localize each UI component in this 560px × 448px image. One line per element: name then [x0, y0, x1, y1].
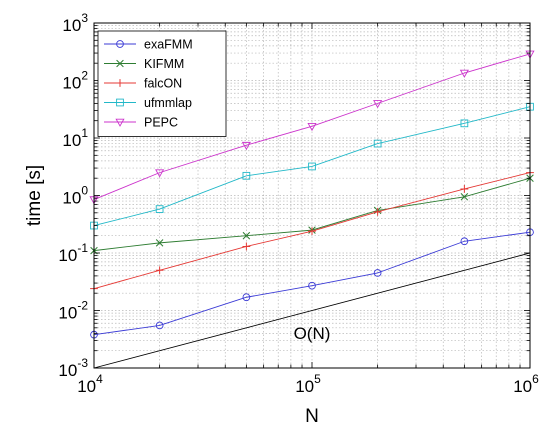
data-point	[460, 237, 469, 246]
x-tick-base: 10	[295, 377, 314, 396]
data-point	[308, 227, 316, 236]
legend-label: KIFMM	[144, 57, 184, 71]
x-tick-exponent: 4	[96, 372, 103, 386]
data-point	[241, 141, 251, 151]
data-point	[155, 239, 164, 247]
data-point	[308, 162, 316, 171]
data-point	[242, 231, 251, 240]
data-point	[373, 207, 382, 216]
x-tick-base: 10	[513, 377, 532, 396]
x-tick-label: 104	[77, 372, 103, 396]
y-tick-exponent: 3	[81, 11, 88, 25]
data-point	[460, 185, 469, 193]
y-tick-label: 102	[62, 69, 88, 93]
y-tick-label: 100	[62, 184, 88, 208]
y-tick-base: 10	[62, 131, 81, 150]
y-tick-label: 103	[62, 11, 88, 35]
y-axis-label: time [s]	[24, 165, 45, 226]
y-tick-exponent: 2	[81, 69, 88, 83]
y-tick-base: 10	[62, 16, 81, 35]
y-tick-base: 10	[62, 74, 81, 93]
x-tick-base: 10	[77, 377, 96, 396]
legend-label: ufmmlap	[144, 96, 192, 110]
series-layer	[89, 50, 535, 339]
data-point	[116, 59, 124, 68]
y-tick-exponent: -2	[77, 299, 88, 313]
legend: exaFMM KIFMM falcON ufmmlap PEPC	[97, 30, 227, 137]
data-point	[116, 40, 124, 48]
x-axis-label: N	[305, 406, 319, 427]
reference-annotation: O(N)	[294, 324, 331, 343]
y-tick-exponent: 0	[81, 184, 88, 198]
y-tick-base: 10	[62, 189, 81, 208]
y-tick-exponent: 1	[81, 126, 88, 140]
x-tick-label: 106	[513, 372, 539, 396]
data-point	[460, 119, 469, 128]
x-tick-label: 105	[295, 372, 321, 396]
y-tick-label: 101	[62, 126, 88, 150]
data-point	[307, 123, 317, 132]
legend-label: falcON	[144, 77, 182, 91]
y-tick-label: 10-2	[58, 299, 88, 323]
y-tick-label: 10-3	[58, 356, 88, 380]
y-tick-exponent: -3	[77, 356, 88, 370]
x-tick-exponent: 5	[314, 372, 321, 386]
data-point	[116, 98, 124, 107]
series-line	[93, 53, 531, 200]
series-line	[93, 231, 531, 336]
data-point	[155, 321, 164, 330]
data-point	[308, 281, 316, 290]
data-point	[373, 139, 382, 148]
series-exafmm	[90, 228, 534, 339]
legend-item: falcON	[104, 77, 182, 91]
series-line	[93, 106, 531, 227]
y-tick-exponent: -1	[77, 241, 88, 255]
data-point	[242, 293, 251, 302]
data-point	[155, 169, 165, 178]
data-point	[460, 193, 469, 201]
y-tick-base: 10	[58, 246, 77, 265]
data-point	[459, 69, 469, 78]
data-point	[115, 118, 125, 127]
y-tick-base: 10	[58, 304, 77, 323]
data-point	[242, 242, 251, 251]
series-ufmmlap	[90, 102, 534, 230]
legend-item: KIFMM	[104, 57, 184, 71]
reference-layer	[93, 252, 531, 369]
legend-item: exaFMM	[104, 38, 193, 52]
data-point	[373, 100, 383, 109]
legend-item: PEPC	[104, 116, 178, 130]
y-tick-base: 10	[58, 361, 77, 380]
data-point	[242, 171, 251, 180]
legend-label: PEPC	[144, 116, 178, 130]
data-point	[155, 266, 164, 275]
data-point	[373, 269, 382, 277]
data-point	[155, 205, 164, 213]
legend-item: ufmmlap	[104, 96, 192, 110]
axis-labels: N time [s] O(N)	[24, 165, 330, 427]
legend-label: exaFMM	[144, 38, 193, 52]
data-point	[116, 79, 124, 87]
x-tick-exponent: 6	[532, 372, 539, 386]
y-tick-label: 10-1	[58, 241, 88, 265]
reference-line	[93, 252, 531, 369]
